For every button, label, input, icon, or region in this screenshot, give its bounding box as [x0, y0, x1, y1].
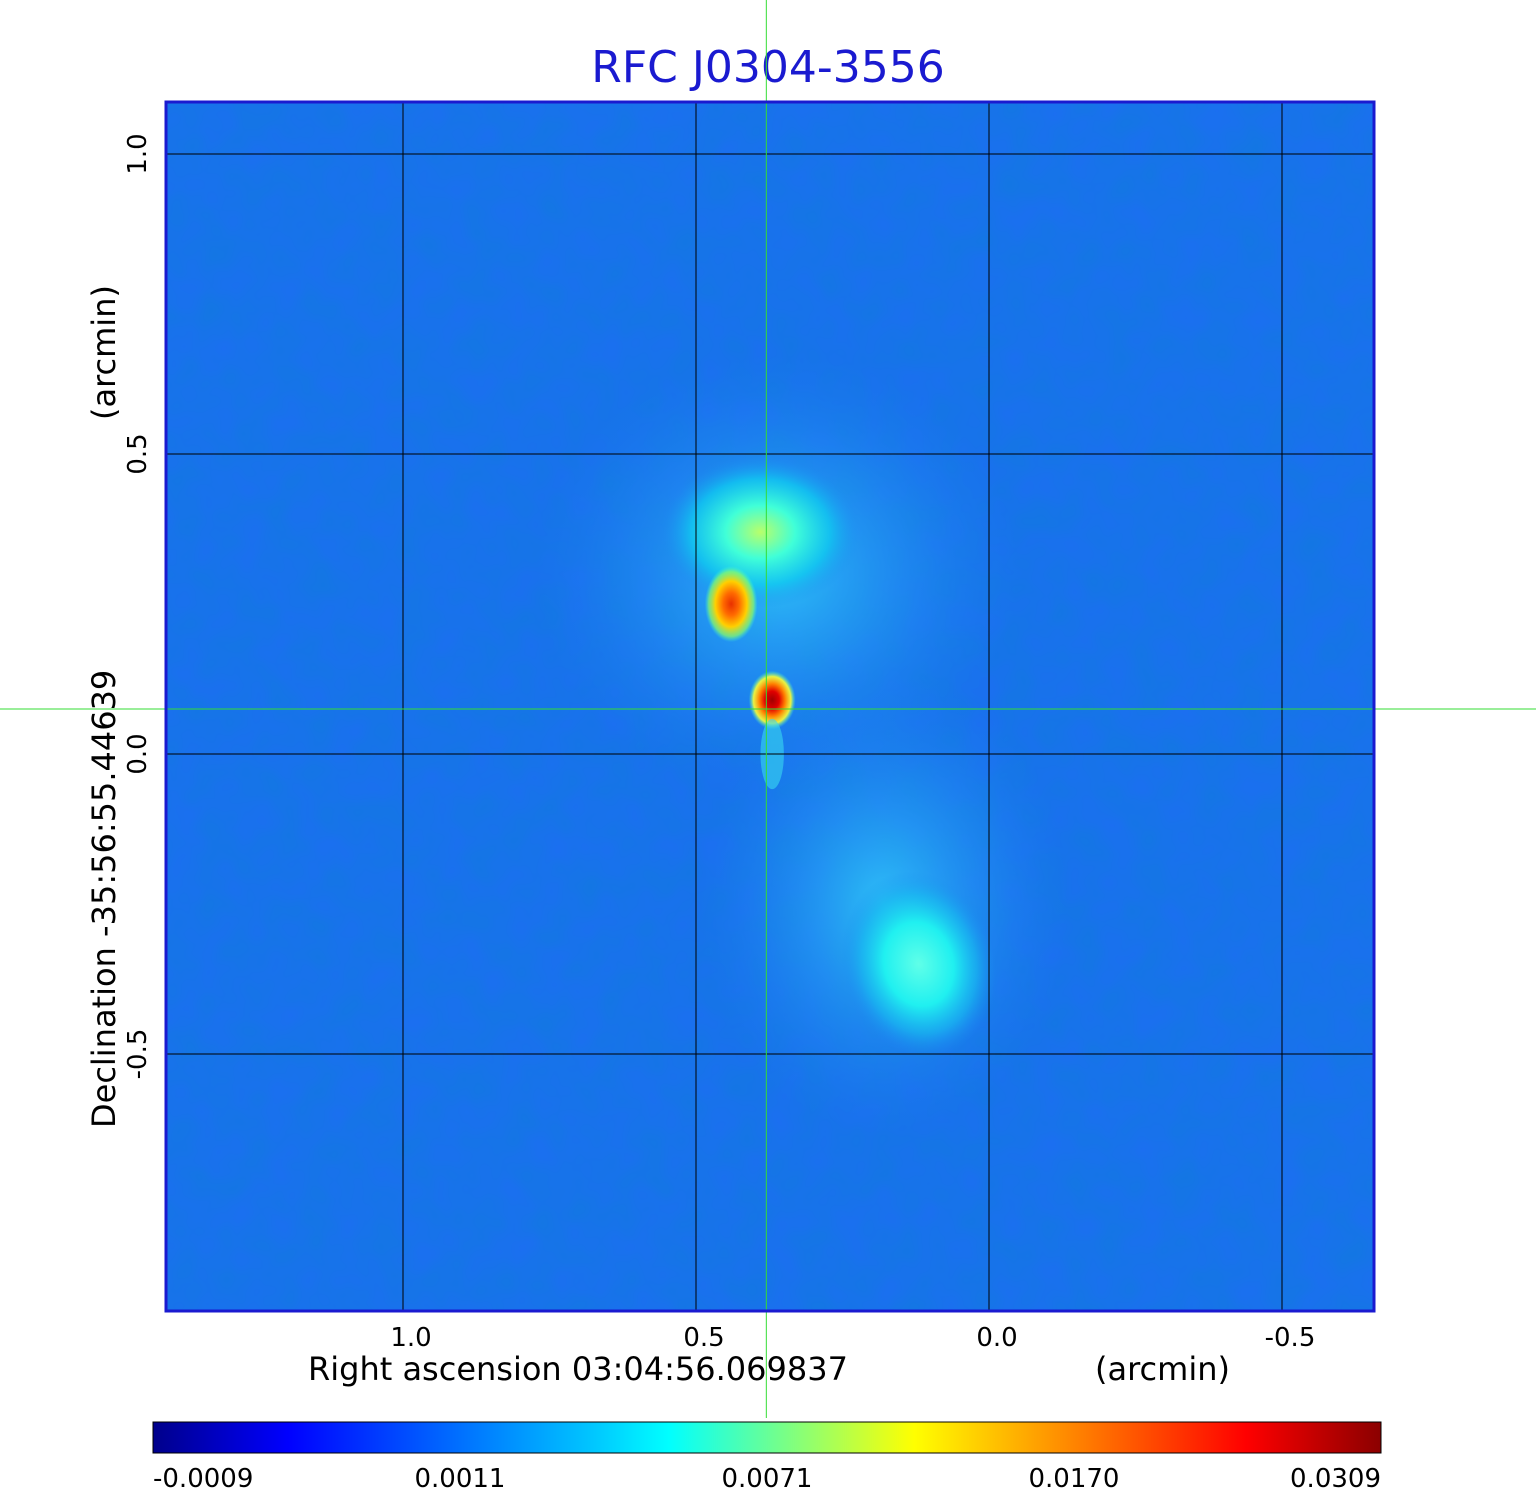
plot-frame [164, 100, 1376, 1313]
south-lobe [841, 871, 997, 1057]
y-tick-label: -0.5 [123, 1029, 153, 1080]
y-axis-unit: (arcmin) [85, 285, 123, 420]
jet-knot [704, 565, 758, 643]
y-axis-label: Declination -35:56:55.44639 [85, 670, 123, 1128]
x-axis-unit: (arcmin) [1095, 1350, 1230, 1388]
chart-title: RFC J0304-3556 [591, 42, 945, 93]
x-axis-label: Right ascension 03:04:56.069837 [308, 1350, 848, 1388]
image-area [167, 103, 1373, 1310]
colorbar-tick-label: 0.0170 [1029, 1464, 1120, 1494]
x-tick-label: 1.0 [390, 1323, 431, 1353]
colorbar-tick-label: 0.0011 [415, 1464, 506, 1494]
colorbar [152, 1421, 1382, 1454]
colorbar-tick-label: -0.0009 [153, 1464, 253, 1494]
colorbar-tick-label: 0.0309 [1290, 1464, 1381, 1494]
x-tick-label: 0.5 [683, 1323, 724, 1353]
x-tick-label: 0.0 [976, 1323, 1017, 1353]
y-tick-label: 0.5 [123, 433, 153, 474]
x-tick-label: -0.5 [1265, 1323, 1316, 1353]
y-tick-label: 0.0 [123, 733, 153, 774]
y-tick-label: 1.0 [123, 133, 153, 174]
core [748, 670, 796, 730]
north-lobe [660, 455, 861, 609]
colorbar-tick-label: 0.0071 [722, 1464, 813, 1494]
